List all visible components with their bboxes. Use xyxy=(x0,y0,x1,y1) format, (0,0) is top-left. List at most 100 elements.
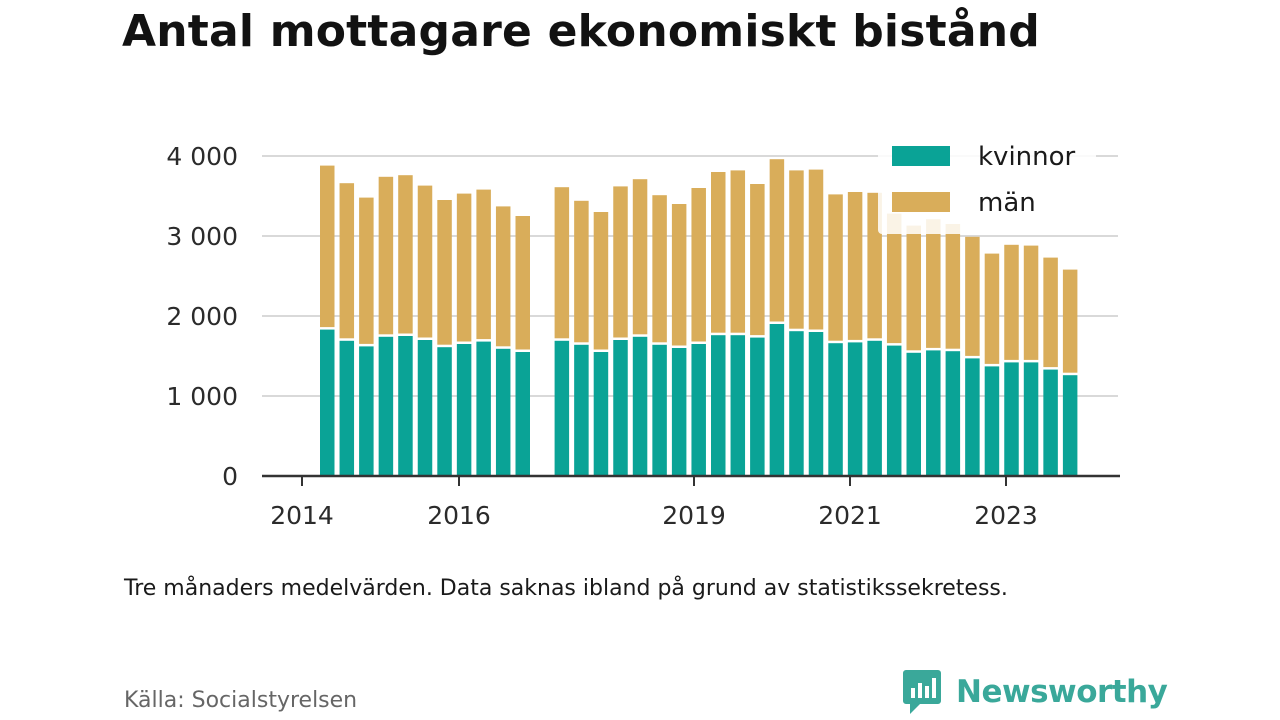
chart-title: Antal mottagare ekonomiskt bistånd xyxy=(122,6,1040,57)
bar-kvinnor xyxy=(671,348,687,476)
bar-man xyxy=(613,186,628,338)
bar-man xyxy=(495,206,511,347)
bar-man xyxy=(378,176,394,335)
bar-man xyxy=(1023,245,1039,360)
bar-kvinnor xyxy=(711,335,726,476)
bar-man xyxy=(437,200,452,345)
bar-kvinnor xyxy=(867,340,882,476)
bar-kvinnor xyxy=(359,346,374,476)
bar-kvinnor xyxy=(378,336,394,476)
bar-kvinnor xyxy=(808,332,824,476)
legend-label: kvinnor xyxy=(978,142,1076,172)
legend-label: män xyxy=(978,188,1036,218)
y-tick-label: 3 000 xyxy=(166,222,238,251)
bar-kvinnor xyxy=(847,342,863,476)
bar-kvinnor xyxy=(1043,369,1058,476)
bar-man xyxy=(398,175,413,334)
bar-kvinnor xyxy=(945,351,961,476)
y-tick-label: 1 000 xyxy=(166,382,238,411)
bar-kvinnor xyxy=(750,337,765,476)
bar-kvinnor xyxy=(613,340,628,476)
newsworthy-logo-icon xyxy=(903,670,941,714)
bar-man xyxy=(417,185,433,338)
bar-man xyxy=(632,179,648,335)
bar-man xyxy=(652,195,667,343)
bars xyxy=(320,159,1078,476)
x-tick-label: 2021 xyxy=(818,501,882,530)
bar-man xyxy=(906,225,921,351)
bar-kvinnor xyxy=(730,335,746,476)
bar-man xyxy=(847,192,863,340)
bar-man xyxy=(808,169,824,330)
bar-man xyxy=(750,184,765,336)
bar-man xyxy=(711,172,726,333)
bar-kvinnor xyxy=(515,352,530,476)
bar-man xyxy=(476,189,491,340)
bar-man xyxy=(320,165,335,328)
bar-kvinnor xyxy=(437,347,452,476)
bar-kvinnor xyxy=(1062,375,1078,476)
bar-man xyxy=(456,193,472,342)
bar-kvinnor xyxy=(554,340,570,476)
y-tick-label: 4 000 xyxy=(166,142,238,171)
bar-kvinnor xyxy=(828,343,843,476)
bar-kvinnor xyxy=(965,358,980,476)
bar-man xyxy=(574,200,589,343)
bar-man xyxy=(593,212,609,350)
legend-swatch xyxy=(892,192,950,212)
bar-kvinnor xyxy=(456,344,472,476)
bar-man xyxy=(965,236,980,356)
bar-kvinnor xyxy=(632,336,648,476)
bar-kvinnor xyxy=(398,336,413,476)
bar-man xyxy=(789,170,804,329)
y-tick-label: 2 000 xyxy=(166,302,238,331)
bar-kvinnor xyxy=(320,329,335,476)
bar-kvinnor xyxy=(789,331,804,476)
bar-man xyxy=(515,216,530,350)
chart-note: Tre månaders medelvärden. Data saknas ib… xyxy=(124,576,1008,601)
source-label: Källa: Socialstyrelsen xyxy=(124,688,358,713)
bar-man xyxy=(1062,269,1078,373)
legend: kvinnor män xyxy=(878,138,1096,234)
bar-man xyxy=(926,219,941,348)
bar-man xyxy=(730,170,746,333)
y-tick-label: 0 xyxy=(222,462,238,491)
bar-man xyxy=(554,187,570,339)
bar-kvinnor xyxy=(417,340,433,476)
bar-kvinnor xyxy=(769,324,785,476)
bar-man xyxy=(769,159,785,322)
bar-man xyxy=(1043,257,1058,368)
bar-kvinnor xyxy=(906,352,921,476)
x-tick-label: 2014 xyxy=(270,501,334,530)
bar-man xyxy=(828,194,843,341)
bar-kvinnor xyxy=(652,344,667,476)
bar-kvinnor xyxy=(886,345,902,476)
bar-man xyxy=(984,253,1000,364)
bar-kvinnor xyxy=(476,341,491,476)
bar-kvinnor xyxy=(495,348,511,476)
bar-kvinnor xyxy=(593,352,609,476)
bar-man xyxy=(339,183,355,339)
bar-kvinnor xyxy=(1004,362,1019,476)
bar-man xyxy=(1004,244,1019,360)
bar-kvinnor xyxy=(691,344,706,476)
x-tick-label: 2023 xyxy=(974,501,1038,530)
legend-swatch xyxy=(892,146,950,166)
x-tick-label: 2016 xyxy=(427,501,491,530)
bar-man xyxy=(691,188,706,342)
bar-kvinnor xyxy=(984,366,1000,476)
brand-name: Newsworthy xyxy=(956,674,1168,710)
bar-kvinnor xyxy=(574,344,589,476)
x-tick-label: 2019 xyxy=(662,501,726,530)
bar-kvinnor xyxy=(1023,362,1039,476)
bar-man xyxy=(886,213,902,344)
bar-man xyxy=(359,197,374,344)
bar-man xyxy=(671,204,687,346)
bar-man xyxy=(945,224,961,349)
x-axis-ticks: 2014 2016 2019 2021 2023 xyxy=(270,476,1038,530)
brand-logo[interactable]: Newsworthy xyxy=(902,668,1168,716)
bar-kvinnor xyxy=(926,350,941,476)
y-axis-ticks: 0 1 000 2 000 3 000 4 000 xyxy=(166,142,238,491)
bar-kvinnor xyxy=(339,340,355,476)
